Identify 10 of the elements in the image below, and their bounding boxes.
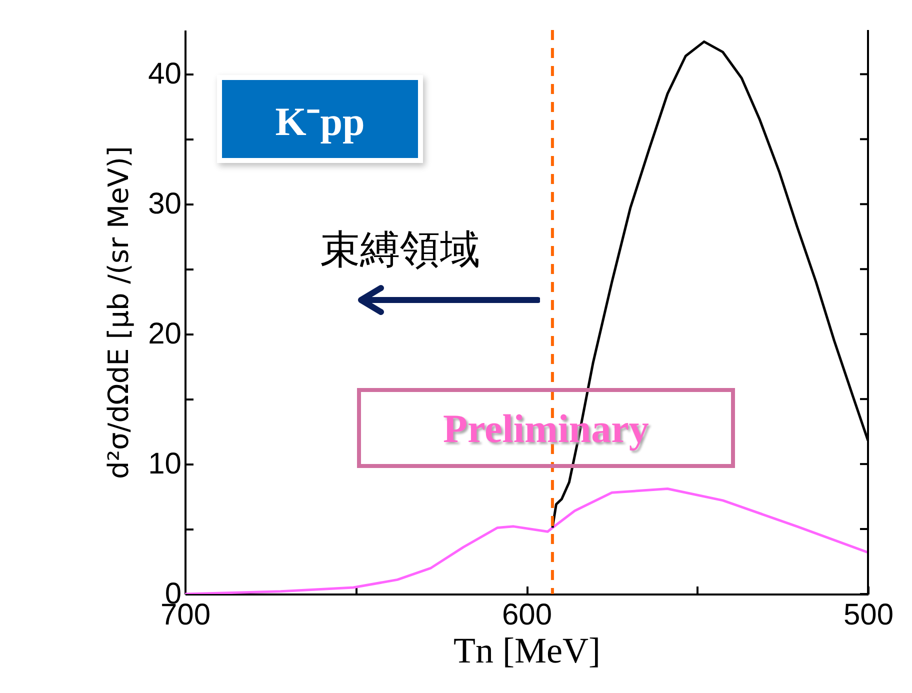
y-tick-label: 40 <box>148 58 182 91</box>
y-axis-title: d²σ/dΩdE [μb /(sr MeV)] <box>102 146 136 479</box>
y-tick-label: 10 <box>148 448 182 481</box>
y-tick-label: 20 <box>148 318 182 351</box>
annotation: K⁻pp <box>222 80 418 158</box>
y-tick-label: 30 <box>148 188 182 221</box>
annotation: 束縛領域 <box>320 226 480 275</box>
x-tick-label: 600 <box>502 598 552 632</box>
x-tick-label: 500 <box>843 598 894 632</box>
x-axis-title: Tn [MeV] <box>454 630 600 670</box>
